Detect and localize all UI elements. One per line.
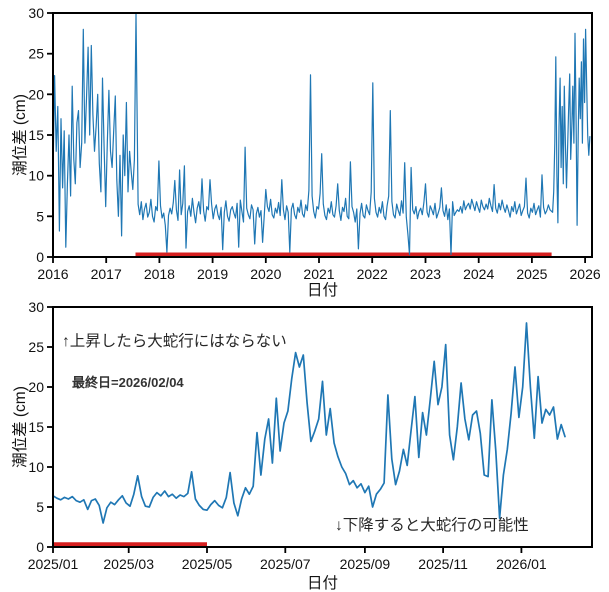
- top-chart-x-tick-label: 2025: [516, 266, 547, 282]
- top-chart-x-axis-label: 日付: [306, 282, 338, 299]
- bottom-chart-tide-diff-line: [52, 322, 566, 524]
- top-chart-y-tick-label: 20: [28, 86, 44, 102]
- top-chart-x-tick-label: 2020: [250, 266, 281, 282]
- bottom-chart-x-axis-label: 日付: [306, 575, 338, 592]
- bottom-chart-x-tick-label: 2025/05: [182, 556, 233, 572]
- bottom-chart-y-tick-label: 0: [36, 539, 44, 555]
- annotation-last-date: 最終日=2026/02/04: [72, 375, 184, 390]
- top-chart-frame: [52, 12, 593, 258]
- top-chart-y-tick-label: 15: [28, 127, 44, 143]
- top-chart-tide-diff-line: [52, 13, 591, 256]
- top-chart-x-tick-label: 2021: [303, 266, 334, 282]
- annotation-rise-no-meander: ↑上昇したら大蛇行にはならない: [62, 333, 287, 350]
- top-chart-y-tick-label: 0: [36, 249, 44, 265]
- top-chart-y-tick-label: 10: [28, 168, 44, 184]
- bottom-chart-y-axis-label: 潮位差 (cm): [12, 386, 29, 468]
- bottom-chart-x-tick-label: 2025/11: [418, 556, 468, 572]
- bottom-chart-x-tick-label: 2025/01: [28, 556, 79, 572]
- bottom-chart-y-tick-label: 5: [36, 499, 44, 515]
- top-chart-x-tick-label: 2017: [91, 266, 122, 282]
- bottom-chart-x-tick-label: 2025/07: [260, 556, 311, 572]
- top-chart-x-tick-label: 2024: [463, 266, 494, 282]
- top-chart-x-tick-label: 2023: [410, 266, 441, 282]
- top-chart-x-tick-label: 2022: [357, 266, 388, 282]
- bottom-chart-y-tick-label: 10: [28, 459, 44, 475]
- top-chart-y-tick-label: 30: [28, 5, 44, 21]
- bottom-chart-y-tick-label: 30: [28, 299, 44, 315]
- bottom-chart-y-tick-label: 15: [28, 419, 44, 435]
- top-chart-y-tick-label: 25: [28, 46, 44, 62]
- top-chart-y-axis-label: 潮位差 (cm): [12, 94, 29, 176]
- bottom-chart-x-tick-label: 2025/03: [103, 556, 154, 572]
- bottom-chart-y-tick-label: 25: [28, 339, 44, 355]
- bottom-chart-x-tick-label: 2026/01: [496, 556, 547, 572]
- bottom-chart-x-tick-label: 2025/09: [340, 556, 391, 572]
- top-chart-x-tick-label: 2019: [197, 266, 228, 282]
- top-chart-x-tick-label: 2016: [37, 266, 68, 282]
- bottom-chart-y-tick-label: 20: [28, 379, 44, 395]
- top-chart-y-tick-label: 5: [36, 208, 44, 224]
- annotation-fall-meander-possible: ↓下降すると大蛇行の可能性: [335, 517, 529, 534]
- top-chart-x-tick-label: 2018: [144, 266, 175, 282]
- top-chart-x-tick-label: 2026: [570, 266, 601, 282]
